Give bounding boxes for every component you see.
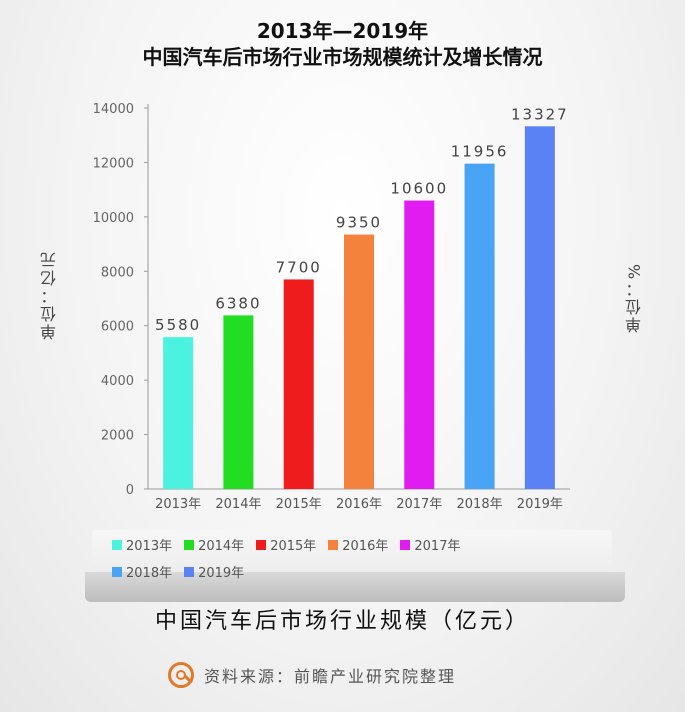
bar-value-label: 5580 [155,316,201,334]
bar-2019年 [524,126,555,489]
y-tick-label: 12000 [93,156,134,171]
chart-title: 2013年—2019年 中国汽车后市场行业市场规模统计及增长情况 [0,18,685,70]
legend-item: 2019年 [184,562,244,581]
bar-chart: 0 2000 4000 6000 8000 10000 12000 14000 5580 2013… [93,102,570,512]
platform-top [92,530,612,572]
legend-item: 2017年 [400,535,460,554]
legend-label: 2019年 [198,566,245,581]
bar-value-label: 10600 [390,180,448,198]
legend-swatch [400,539,411,550]
bar-2013年 [163,337,194,489]
x-tick-label: 2017年 [396,497,442,512]
legend-item: 2015年 [256,535,316,554]
x-tick-label: 2015年 [276,497,322,512]
qianzhan-logo-icon [168,662,194,688]
bar-2018年 [464,163,495,489]
legend-swatch [184,566,195,577]
bar-value-label: 11956 [451,143,509,161]
bar-value-label: 13327 [511,105,569,123]
chart-caption: 中国汽车后市场行业规模（亿元） [154,609,530,634]
bar-value-label: 6380 [215,294,261,312]
legend-swatch [184,539,195,550]
bar-2014年 [223,315,254,489]
legend-label: 2017年 [414,539,461,554]
y-tick-label: 4000 [101,374,134,389]
chart-legend: 2013年 2014年 2015年 2016年 2017年 2018年 2019年 [112,535,532,581]
source-note: 资料来源：前瞻产业研究院整理 [168,660,456,690]
legend-swatch [328,539,339,550]
x-tick-label: 2018年 [457,497,503,512]
legend-item: 2018年 [112,562,172,581]
legend-item: 2016年 [328,535,388,554]
y-tick-label: 14000 [93,102,134,117]
legend-item: 2014年 [184,535,244,554]
source-text: 资料来源：前瞻产业研究院整理 [204,667,457,686]
bar-2016年 [344,234,374,489]
x-tick-label: 2013年 [155,497,201,512]
bar-value-label: 7700 [276,258,322,276]
legend-swatch [256,539,267,550]
legend-label: 2016年 [342,539,389,554]
legend-swatch [112,566,122,577]
y-tick-label: 8000 [101,265,134,280]
legend-label: 2014年 [198,539,245,554]
legend-swatch [112,539,122,550]
bar-2015年 [283,279,314,489]
legend-label: 2018年 [126,566,173,581]
legend-label: 2015年 [270,539,317,554]
x-tick-label: 2019年 [517,497,563,512]
bar-value-label: 9350 [336,214,382,232]
chart-title-line1: 2013年—2019年 [256,19,429,43]
y-tick-label: 6000 [101,320,134,335]
y-tick-label: 10000 [93,211,134,226]
x-tick-label: 2016年 [336,497,382,512]
legend-item: 2013年 [112,535,172,554]
chart-title-line2: 中国汽车后市场行业市场规模统计及增长情况 [142,45,543,69]
x-tick-label: 2014年 [215,497,261,512]
platform-front [85,572,625,602]
bar-2017年 [404,200,435,489]
y-tick-label: 0 [126,483,134,498]
legend-label: 2013年 [126,539,173,554]
y-tick-label: 2000 [101,429,134,444]
